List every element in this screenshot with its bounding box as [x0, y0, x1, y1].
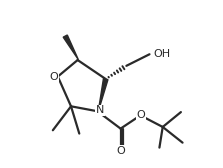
Text: O: O: [137, 110, 146, 120]
Text: O: O: [116, 146, 125, 156]
Text: N: N: [96, 106, 104, 115]
Text: O: O: [49, 72, 58, 82]
Polygon shape: [98, 78, 108, 111]
Polygon shape: [63, 35, 78, 60]
Text: OH: OH: [154, 49, 171, 59]
